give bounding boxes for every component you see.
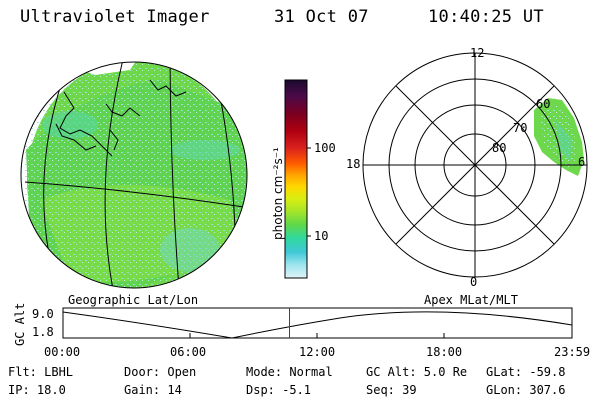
alt-xtick-2359: 23:59 [554,345,591,359]
status-glon: GLon: 307.6 [486,383,566,397]
polar-caption: Apex MLat/MLT [424,293,518,307]
instrument-title: Ultraviolet Imager [20,7,210,27]
alt-ytick-min: 1.8 [32,325,54,339]
alt-ylabel: GC Alt [13,302,27,346]
geographic-map [20,61,248,289]
mlt-label-6: 6 [578,155,586,169]
alt-xtick-0000: 00:00 [44,345,81,359]
status-door: Door: Open [124,365,197,379]
colorbar [284,79,311,279]
status-filter: Flt: LBHL [8,365,74,379]
time-label: 10:40:25 UT [428,7,544,27]
altitude-plot [62,307,573,339]
colorbar-tick-100: 100 [314,141,336,155]
map-caption: Geographic Lat/Lon [68,293,199,307]
status-mode: Mode: Normal [246,365,333,379]
lat-label-60: 60 [536,97,551,111]
status-gc-alt: GC Alt: 5.0 Re [366,365,468,379]
status-ip: IP: 18.0 [8,383,66,397]
colorbar-tick-10: 10 [314,229,329,243]
colorbar-unit-label: photon cm⁻²s⁻¹ [271,147,285,240]
mlt-label-18: 18 [346,157,361,171]
alt-xtick-1200: 12:00 [299,345,336,359]
alt-xtick-0600: 06:00 [170,345,207,359]
lat-label-80: 80 [492,141,507,155]
status-dsp: Dsp: -5.1 [246,383,312,397]
alt-xtick-1800: 18:00 [426,345,463,359]
status-glat: GLat: -59.8 [486,365,566,379]
date-label: 31 Oct 07 [274,7,369,27]
mlt-label-12: 12 [470,46,485,60]
status-seq: Seq: 39 [366,383,417,397]
polar-plot [362,52,588,278]
status-gain: Gain: 14 [124,383,182,397]
lat-label-70: 70 [513,121,528,135]
alt-ytick-max: 9.0 [32,307,54,321]
mlt-label-0: 0 [470,275,478,289]
